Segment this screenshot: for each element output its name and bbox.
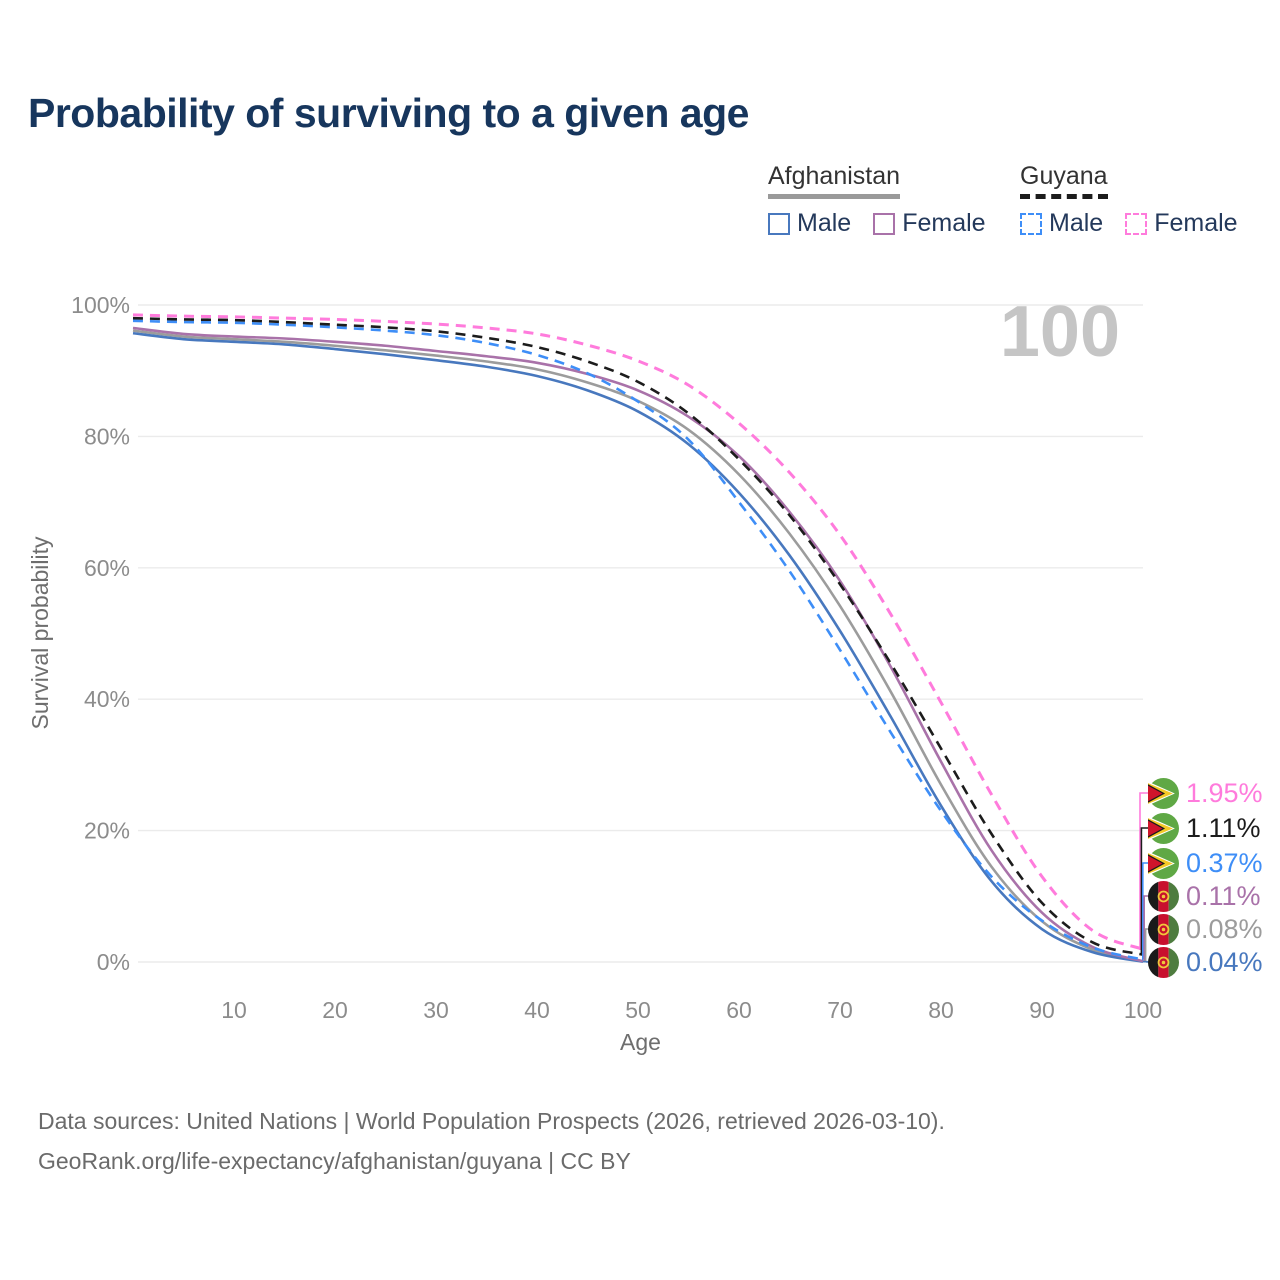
- legend-item-afghanistan-female[interactable]: Female: [873, 209, 986, 238]
- y-tick-label: 80%: [84, 423, 130, 449]
- legend-item-label: Female: [902, 209, 986, 237]
- x-tick-label: 40: [524, 997, 550, 1023]
- y-tick-label: 100%: [71, 292, 130, 318]
- hover-age-watermark: 100: [999, 292, 1120, 372]
- legend-group-guyana: Guyana Male Female: [1020, 162, 1238, 238]
- x-tick-label: 80: [928, 997, 954, 1023]
- series-line-guyana-female[interactable]: [132, 313, 1144, 951]
- page-title: Probability of surviving to a given age: [28, 90, 749, 136]
- guyana-flag-icon: [1148, 847, 1179, 879]
- x-tick-label: 30: [423, 997, 449, 1023]
- legend-group-afghanistan: Afghanistan Male Female: [768, 162, 986, 238]
- afghanistan-flag-icon: [1148, 913, 1179, 945]
- attribution-note: GeoRank.org/life-expectancy/afghanistan/…: [38, 1148, 631, 1174]
- end-label-guyana-male: 0.37%: [1148, 847, 1263, 879]
- series-line-afghanistan-female[interactable]: [132, 326, 1144, 963]
- legend-item-afghanistan-male[interactable]: Male: [768, 209, 851, 238]
- legend-swatch-icon: [768, 212, 790, 235]
- end-label-value: 0.08%: [1186, 913, 1263, 944]
- end-label-value: 0.11%: [1186, 880, 1261, 911]
- y-tick-label: 0%: [97, 949, 130, 975]
- afghanistan-flag-icon: [1148, 946, 1179, 978]
- end-label-guyana-female: 1.95%: [1148, 777, 1263, 809]
- legend-swatch-icon: [1020, 212, 1042, 235]
- series-line-guyana-male[interactable]: [132, 319, 1144, 961]
- legend-swatch-icon: [1125, 212, 1148, 235]
- legend-item-label: Male: [1049, 209, 1104, 237]
- end-label-value: 0.37%: [1186, 847, 1263, 878]
- end-label-value: 0.04%: [1186, 946, 1263, 977]
- legend-item-label: Male: [797, 209, 852, 237]
- y-axis-title: Survival probability: [27, 536, 53, 730]
- guyana-flag-icon: [1148, 777, 1179, 809]
- legend-swatch-icon: [873, 212, 896, 235]
- guyana-flag-icon: [1148, 812, 1179, 844]
- x-tick-label: 60: [726, 997, 752, 1023]
- end-label-afghanistan-male: 0.04%: [1148, 946, 1263, 978]
- legend-item-label: Female: [1154, 209, 1238, 237]
- y-tick-label: 60%: [84, 555, 130, 581]
- end-label-guyana-both-sexes: 1.11%: [1148, 812, 1261, 844]
- leader-line-guyana-male: [1142, 862, 1152, 961]
- legend-country-guyana[interactable]: Guyana: [1020, 162, 1108, 199]
- x-tick-label: 50: [625, 997, 651, 1023]
- legend-items-row: Male Female: [1020, 209, 1238, 238]
- x-tick-label: 100: [1124, 997, 1162, 1023]
- series-line-afghanistan-both-sexes[interactable]: [132, 329, 1144, 963]
- legend-item-guyana-female[interactable]: Female: [1125, 209, 1238, 238]
- data-source-note: Data sources: United Nations | World Pop…: [38, 1108, 945, 1134]
- end-label-afghanistan-both-sexes: 0.08%: [1148, 913, 1263, 945]
- series-line-guyana-both-sexes[interactable]: [132, 316, 1144, 956]
- afghanistan-flag-icon: [1148, 880, 1179, 912]
- x-tick-label: 70: [827, 997, 853, 1023]
- end-label-value: 1.95%: [1186, 777, 1263, 808]
- end-label-value: 1.11%: [1186, 812, 1261, 843]
- y-tick-label: 40%: [84, 686, 130, 712]
- y-tick-label: 20%: [84, 818, 130, 844]
- x-tick-label: 20: [322, 997, 348, 1023]
- legend-items-row: Male Female: [768, 209, 986, 238]
- x-tick-label: 90: [1029, 997, 1055, 1023]
- x-tick-label: 10: [221, 997, 247, 1023]
- legend-item-guyana-male[interactable]: Male: [1020, 209, 1103, 238]
- x-axis-title: Age: [620, 1029, 661, 1055]
- legend-country-afghanistan[interactable]: Afghanistan: [768, 162, 901, 199]
- end-label-afghanistan-female: 0.11%: [1148, 880, 1261, 912]
